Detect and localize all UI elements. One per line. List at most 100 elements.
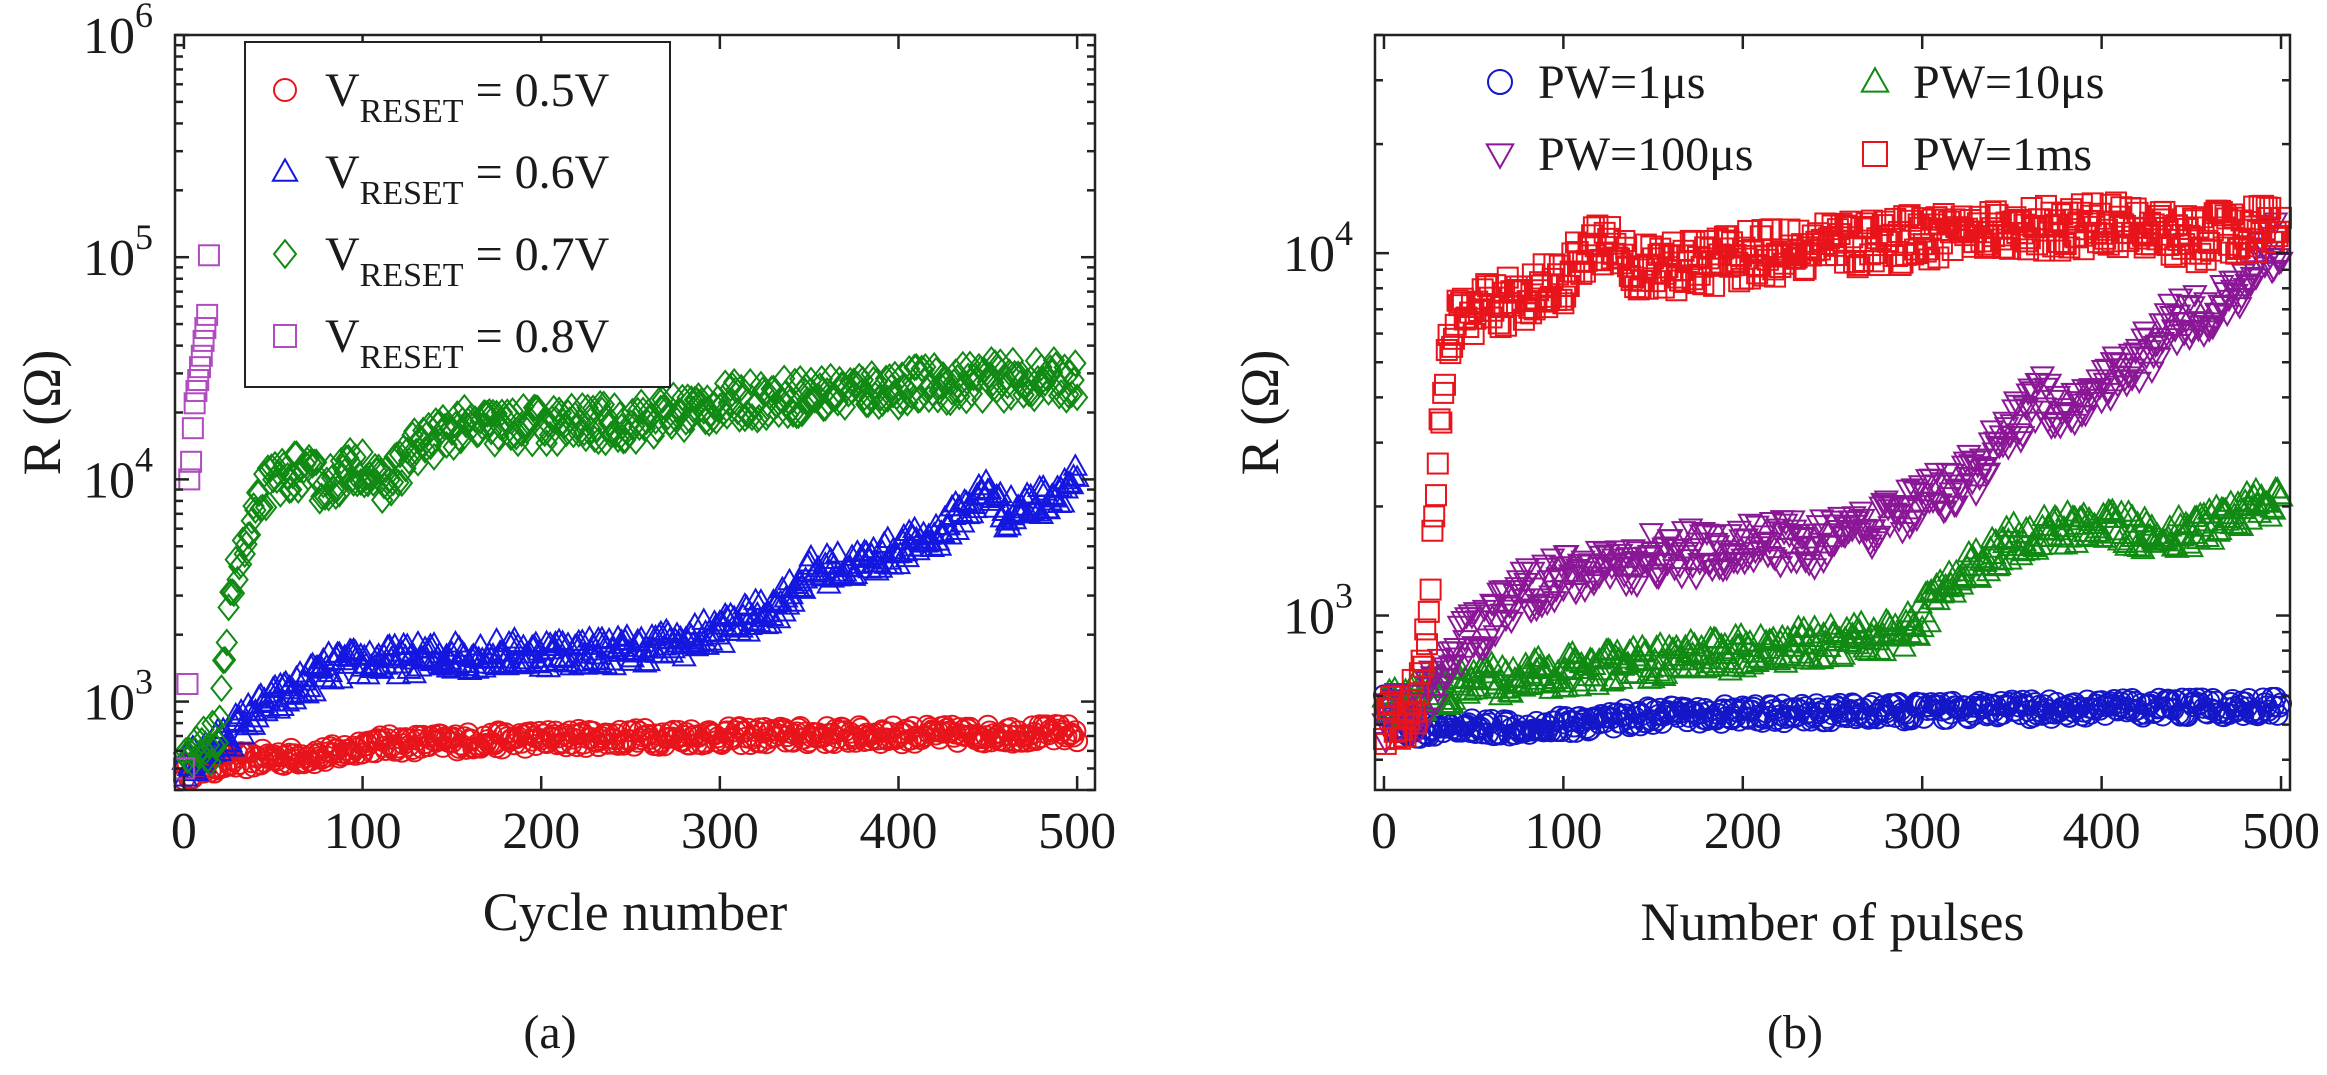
chart-b-data-marks [1371, 191, 2294, 755]
chart-a-legend-box [244, 41, 671, 388]
chart-a-point [224, 545, 248, 574]
chart-a-point [710, 630, 737, 653]
chart-a-point [197, 730, 221, 760]
chart-b-legend-entry: PW=1μs [1538, 56, 1705, 109]
chart-b-point [1765, 647, 1792, 671]
chart-b-point [2033, 377, 2059, 401]
chart-a-point [1059, 471, 1085, 495]
chart-b-point [1914, 579, 1941, 602]
chart-b-point [2094, 358, 2120, 382]
chart-b-point [2043, 209, 2066, 232]
chart-a-point [176, 672, 199, 695]
chart-b-point [2045, 385, 2072, 409]
chart-b-point [1941, 580, 1968, 603]
chart-b-point [2031, 397, 2057, 420]
chart-b-point [1749, 639, 1776, 663]
chart-a-point [344, 442, 367, 472]
chart-a-point [583, 642, 610, 665]
chart-a-point [488, 412, 512, 441]
chart-b-legend-entry: PW=100μs [1538, 128, 1753, 181]
chart-b-point [1992, 411, 2018, 435]
chart-a-point [378, 465, 401, 495]
chart-b-point [1557, 275, 1580, 298]
chart-a-point [730, 373, 753, 402]
chart-a-point [926, 533, 953, 556]
chart-b-point [2176, 328, 2203, 352]
chart-a-point [236, 521, 260, 550]
chart-a-point [385, 661, 412, 685]
chart-a-point [312, 664, 338, 688]
chart-a-point [569, 407, 592, 436]
chart-b-point [1529, 596, 1555, 619]
chart-a-point [579, 415, 603, 444]
chart-b-point [1841, 611, 1867, 634]
chart-a-point [851, 365, 875, 394]
chart-a-point [328, 665, 354, 689]
chart-a-point [219, 578, 242, 607]
chart-b-point [1582, 663, 1609, 687]
chart-b-point [1963, 484, 1989, 507]
chart-a-point [872, 384, 896, 413]
chart-a-point [535, 429, 558, 458]
chart-a-point [317, 483, 340, 512]
chart-b-point [1432, 381, 1455, 404]
chart-b-point [1959, 472, 1986, 496]
chart-a-point [900, 522, 926, 546]
chart-a-point [651, 385, 674, 414]
chart-b-point [2189, 312, 2215, 335]
chart-a-point [304, 448, 328, 477]
chart-a-point [390, 468, 414, 498]
chart-b-point [1861, 519, 1887, 542]
chart-a-point [490, 398, 514, 427]
chart-b-point [2239, 266, 2266, 290]
chart-a-point [896, 388, 919, 417]
chart-b-point [1645, 658, 1672, 682]
chart-b-point [1703, 274, 1726, 297]
chart-a-point [210, 674, 233, 703]
chart-b-point [2044, 505, 2070, 528]
chart-a-point [780, 589, 806, 612]
chart-a-point [483, 429, 507, 458]
chart-b-point [1873, 490, 1900, 513]
chart-b-point [2167, 288, 2194, 312]
chart-a-point [180, 450, 203, 473]
chart-a-point [679, 385, 703, 414]
chart-a-x-tick-label: 400 [859, 803, 937, 860]
chart-b-point [1622, 660, 1648, 684]
chart-a-y-axis-label: R (Ω) [12, 350, 72, 476]
chart-a-point [183, 758, 210, 782]
chart-a-point [1062, 453, 1089, 476]
chart-a-point [1064, 349, 1087, 378]
chart-b-point [1643, 634, 1670, 657]
chart-b-point [2115, 499, 2142, 522]
chart-b-point [2017, 238, 2040, 261]
chart-a-point [479, 417, 503, 446]
chart-a-point [574, 648, 601, 672]
chart-b-point [1636, 277, 1659, 300]
chart-b-point [1669, 655, 1695, 679]
chart-b-point [1423, 694, 1449, 717]
chart-b-point [1568, 650, 1595, 674]
chart-b-y-axis-label: R (Ω) [1230, 350, 1290, 476]
chart-a-point [420, 428, 444, 457]
chart-a-ticks: 0 100 200 300 400 500 103 104 105 106 [83, 0, 1116, 860]
chart-b-point [2036, 373, 2063, 397]
chart-a-point [433, 412, 457, 441]
chart-a-x-tick-label: 300 [681, 803, 759, 860]
chart-b-point [1638, 655, 1665, 678]
chart-b-point [1866, 637, 1892, 660]
chart-a-point [279, 475, 303, 504]
chart-b-point [1895, 479, 1921, 503]
chart-b-point [1455, 642, 1482, 665]
chart-a-point [1066, 730, 1089, 753]
chart-b-point [1974, 545, 2000, 569]
chart-a-point [1025, 499, 1051, 522]
chart-a-x-tick-label: 100 [324, 803, 402, 860]
chart-a-point [342, 468, 365, 498]
chart-b-point [1624, 575, 1650, 599]
chart-a-point [853, 383, 876, 412]
chart-b-point [2144, 334, 2170, 358]
chart-b-point [1846, 617, 1873, 640]
chart-a-point [685, 385, 708, 415]
chart-b-point [2092, 232, 2115, 255]
